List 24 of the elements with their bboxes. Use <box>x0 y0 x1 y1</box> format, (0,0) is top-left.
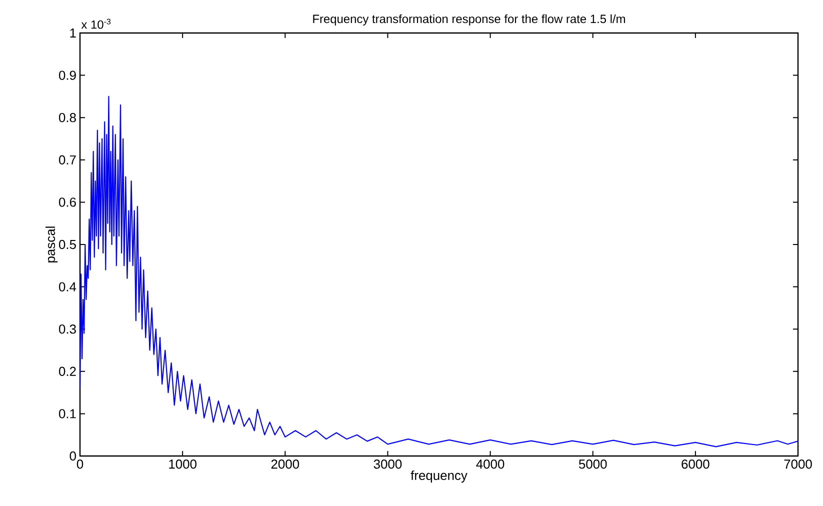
x-axis-title: frequency <box>410 470 468 483</box>
x-tick-label: 2000 <box>271 460 300 469</box>
text: x 10$^{-3}$ <box>81 18 111 29</box>
x-tick-label: 7000 <box>784 460 812 469</box>
y-tick-label: 0.9 <box>58 70 76 80</box>
y-tick-label: 0 <box>70 451 76 461</box>
y-tick-label: 0.2 <box>58 366 76 376</box>
y-tick-label: 0.5 <box>58 240 76 250</box>
line-series <box>80 96 798 448</box>
x-tick-label: 3000 <box>374 460 402 469</box>
y-tick-label: 0.1 <box>58 409 76 418</box>
y-tick-label: 0.4 <box>58 282 76 292</box>
chart-title: Frequency transformation response for the flow rate 1.5 l/m <box>313 14 625 26</box>
x-tick-label: 5000 <box>578 460 607 469</box>
y-tick-label: 0.8 <box>58 113 76 122</box>
y-axis-title: pascal <box>46 226 58 262</box>
y-tick-label: 0.3 <box>58 324 76 334</box>
y-tick-label: 1 <box>70 28 76 38</box>
y-tick-label: 0.7 <box>58 155 76 164</box>
x-tick-label: 4000 <box>476 460 504 469</box>
x-tick-label: 1000 <box>169 460 196 469</box>
x-tick-label: 0 <box>76 460 84 469</box>
x-tick-label: 6000 <box>682 460 710 469</box>
y-tick-label: 0.6 <box>58 198 76 207</box>
